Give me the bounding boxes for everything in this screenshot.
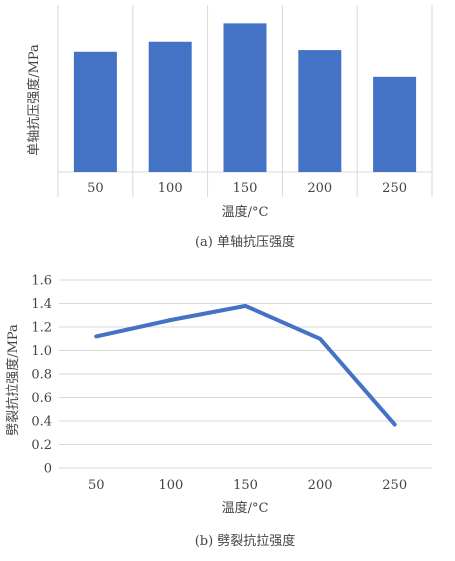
bar-chart-bars [73, 23, 417, 173]
bar-chart-x-tick-label: 250 [382, 181, 407, 196]
line-chart-y-tick-label: 1.0 [31, 344, 52, 359]
line-chart-y-tick-label: 1.6 [31, 274, 52, 289]
line-chart-y-tick-label: 1.2 [31, 321, 52, 336]
line-chart-x-tick-label: 150 [233, 478, 258, 493]
bar-chart-x-tick-label: 150 [233, 181, 258, 196]
line-chart-y-axis-label: 劈裂抗拉强度/MPa [5, 324, 21, 436]
line-chart-y-tick-label: 0.8 [31, 368, 52, 383]
line-chart-y-tick-labels: 0 0.2 0.4 0.6 0.8 1.0 1.2 1.4 1.6 [31, 274, 52, 477]
line-chart-y-tick-label: 0.4 [31, 415, 52, 430]
line-chart-y-tick-label: 0.6 [31, 391, 52, 406]
line-chart-x-tick-label: 250 [382, 478, 407, 493]
bar-chart-caption: (a) 单轴抗压强度 [195, 234, 295, 250]
line-chart-gridlines [59, 279, 432, 469]
bar [373, 76, 417, 172]
bar-chart-uniaxial-compressive-strength: 50 100 150 200 250 温度/°C 单轴抗压强度/MPa (a) 单轴抗压… [26, 5, 433, 250]
bar-chart-x-tick-labels: 50 100 150 200 250 [87, 181, 407, 196]
line-chart-caption: (b) 劈裂抗拉强度 [195, 533, 296, 549]
bar-chart-x-tick-label: 200 [307, 181, 332, 196]
bar [298, 50, 342, 173]
line-chart-x-axis-label: 温度/°C [222, 500, 269, 516]
bar-chart-x-tick-label: 100 [158, 181, 183, 196]
line-chart-x-tick-labels: 50 100 150 200 250 [88, 478, 407, 493]
line-chart-x-tick-label: 200 [308, 478, 333, 493]
line-chart-y-tick-label: 1.4 [31, 297, 52, 312]
bar [148, 41, 192, 172]
line-chart-x-tick-label: 50 [88, 478, 105, 493]
line-chart-x-tick-label: 100 [158, 478, 183, 493]
line-chart-y-tick-label: 0 [44, 462, 52, 477]
bar-chart-x-axis-label: 温度/°C [222, 204, 269, 220]
bar [223, 23, 267, 173]
line-chart-splitting-tensile-strength: 0 0.2 0.4 0.6 0.8 1.0 1.2 1.4 1.6 50 100 150 200 250… [5, 274, 432, 549]
line-chart-series-line [94, 303, 397, 427]
bar [73, 51, 117, 173]
line-chart-y-tick-label: 0.2 [31, 438, 52, 453]
bar-chart-x-tick-label: 50 [87, 181, 104, 196]
bar-chart-y-axis-label: 单轴抗压强度/MPa [26, 44, 42, 156]
